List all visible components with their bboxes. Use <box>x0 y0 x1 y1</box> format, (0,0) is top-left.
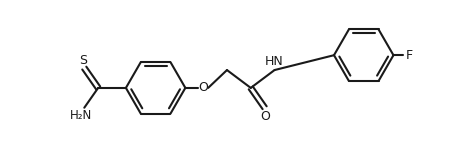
Text: S: S <box>79 54 87 67</box>
Text: HN: HN <box>265 55 284 68</box>
Text: O: O <box>198 81 208 94</box>
Text: O: O <box>261 110 271 123</box>
Text: H₂N: H₂N <box>70 109 92 122</box>
Text: F: F <box>405 49 413 62</box>
